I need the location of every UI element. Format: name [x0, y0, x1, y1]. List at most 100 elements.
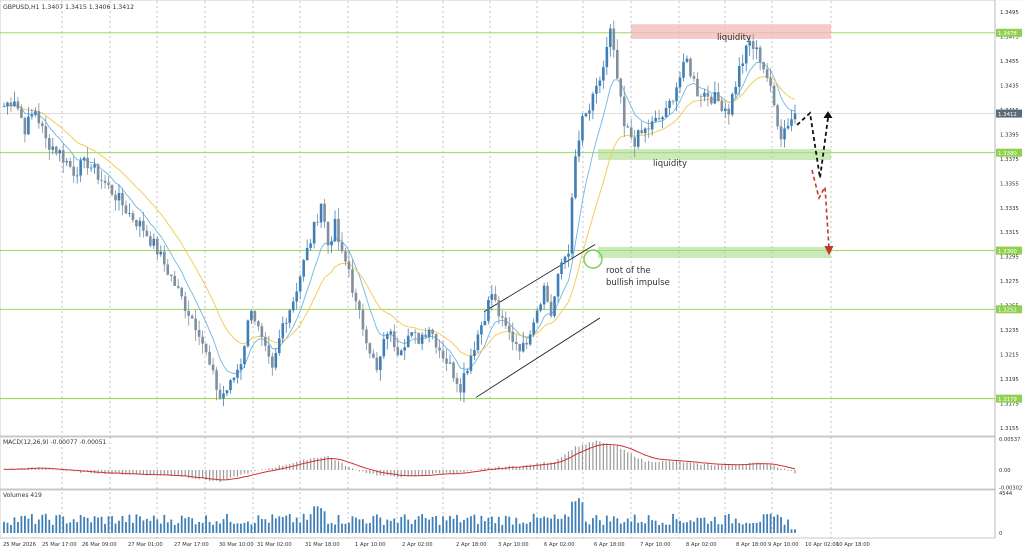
candle-body	[602, 67, 605, 81]
candle-body	[751, 41, 755, 50]
macd-signal-line	[3, 443, 796, 481]
price-tick-label: 1.3155	[1000, 426, 1019, 432]
candle-body	[243, 346, 246, 365]
candle-body	[643, 128, 647, 134]
candle-body	[769, 78, 772, 86]
volume-panel: 4544 0	[3, 491, 1013, 537]
candle-body	[302, 260, 305, 277]
candle-body	[61, 150, 65, 163]
candle-body	[197, 330, 201, 337]
candle-body	[574, 156, 577, 198]
candle-body	[340, 242, 344, 252]
channel-lower	[475, 317, 601, 398]
candle-body	[86, 157, 89, 169]
candle-body	[741, 63, 745, 66]
candle-body	[734, 86, 738, 95]
candle-body	[110, 185, 114, 195]
level-tag-label: 1.3252	[998, 308, 1017, 314]
candle-body	[298, 276, 302, 292]
candle-body	[138, 220, 142, 227]
candle-body	[462, 373, 466, 393]
candle-body	[528, 334, 532, 345]
candle-body	[288, 310, 292, 323]
price-tick-label: 1.3455	[1000, 59, 1019, 65]
candle-body	[685, 58, 689, 62]
candle-body	[654, 117, 657, 122]
candle-body	[176, 285, 180, 288]
candle-body	[173, 275, 177, 286]
candle-body	[361, 310, 365, 330]
candle-body	[379, 356, 382, 371]
moving-averages	[3, 62, 796, 375]
candle-body	[570, 197, 574, 254]
time-tick-label: 2 Apr 18:00	[456, 542, 487, 548]
time-tick-label: 8 Apr 02:00	[686, 542, 717, 548]
candle-body	[633, 137, 637, 147]
candle-body	[584, 113, 588, 117]
candle-body	[65, 160, 69, 163]
candle-body	[89, 167, 93, 169]
time-tick-label: 31 Mar 02:00	[257, 542, 292, 548]
candle-body	[68, 160, 72, 167]
candle-body	[424, 334, 427, 338]
candle-body	[553, 296, 556, 317]
candle-body	[23, 117, 27, 135]
candle-body	[403, 347, 407, 351]
candle-body	[487, 299, 490, 322]
candle-body	[169, 274, 173, 276]
level-tag-label: 1.3478	[998, 31, 1017, 37]
candle-body	[312, 221, 316, 244]
candle-body	[54, 146, 58, 154]
price-tick-label: 1.3275	[1000, 279, 1019, 285]
price-tick-label: 1.3195	[1000, 377, 1019, 383]
time-tick-label: 1 Apr 10:00	[355, 542, 386, 548]
level-tag-label: 1.3380	[998, 151, 1017, 157]
candle-body	[135, 220, 138, 227]
candle-body	[396, 347, 400, 356]
candle-body	[640, 130, 643, 134]
candle-body	[382, 338, 386, 357]
candle-body	[518, 344, 522, 352]
candle-body	[507, 325, 511, 332]
candle-body	[678, 77, 682, 88]
candle-body	[793, 113, 797, 120]
candle-body	[542, 285, 546, 305]
forecast-up-path	[796, 111, 829, 179]
candle-body	[225, 390, 229, 394]
candle-body	[535, 310, 539, 323]
candle-body	[264, 337, 267, 346]
candle-body	[2, 106, 6, 108]
price-tick-label: 1.3175	[1000, 402, 1019, 408]
root-zone	[598, 246, 831, 258]
candle-body	[452, 362, 455, 379]
candle-body	[765, 69, 769, 79]
candle-body	[72, 166, 75, 176]
candle-body	[577, 140, 581, 157]
candle-body	[239, 364, 243, 370]
candle-body	[438, 347, 441, 351]
liquidity-mid-label: liquidity	[653, 159, 687, 169]
candle-body	[399, 350, 403, 356]
time-tick-label: 27 Mar 01:00	[128, 542, 163, 548]
candle-body	[257, 321, 260, 327]
macd-tick-label: 0.00	[999, 468, 1011, 474]
candle-body	[459, 383, 462, 393]
candle-body	[598, 80, 602, 86]
candle-body	[420, 334, 424, 344]
candle-body	[316, 221, 319, 223]
candle-body	[365, 329, 368, 344]
candle-body	[34, 111, 37, 115]
candle-body	[664, 107, 668, 118]
candle-body	[267, 345, 271, 357]
candle-body	[755, 47, 758, 50]
candle-body	[650, 121, 654, 130]
time-tick-label: 10 Apr 02:00	[805, 542, 839, 548]
price-tick-label: 1.3295	[1000, 255, 1019, 261]
level-tag-label: 1.3179	[998, 397, 1017, 403]
price-tick-label: 1.3435	[1000, 83, 1019, 89]
candle-body	[281, 323, 285, 339]
zones	[598, 24, 831, 258]
candle-body	[250, 311, 253, 321]
time-tick-label: 25 Mar 17:00	[42, 542, 77, 548]
